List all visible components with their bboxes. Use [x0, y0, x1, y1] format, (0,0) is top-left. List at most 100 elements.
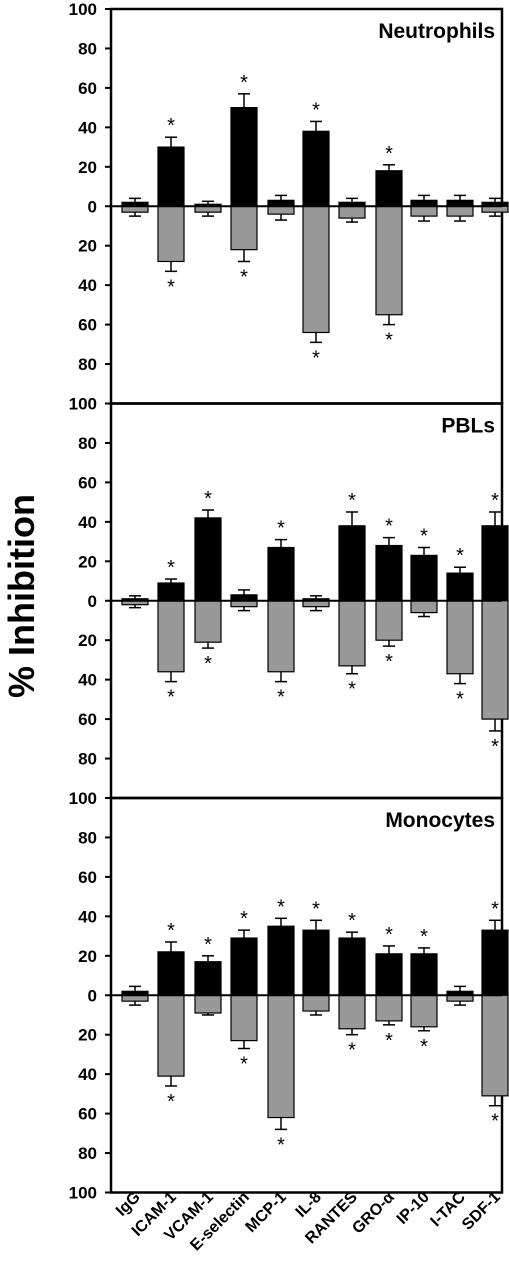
y-tick-label: 20 — [78, 631, 97, 650]
bar-negative — [267, 205, 295, 215]
bar-positive — [157, 146, 185, 207]
bar-positive — [157, 951, 185, 996]
bar-positive — [410, 953, 438, 996]
chart-panels: 100 80 60 40 20 0 20 40 60 80 100 Neutrophils * * * * * *… — [69, 0, 509, 1203]
significance-asterisk: * — [491, 736, 499, 758]
bar-positive — [481, 525, 509, 602]
bar-negative — [410, 994, 438, 1028]
bar-positive — [230, 107, 258, 207]
x-tick-label: IP-10 — [394, 1189, 433, 1228]
y-tick-label: 100 — [69, 0, 97, 19]
y-tick-label: 0 — [88, 986, 97, 1005]
bar-negative — [194, 600, 222, 643]
x-tick-label: SDF-1 — [459, 1189, 504, 1234]
bar-negative — [230, 205, 258, 251]
y-tick-label: 20 — [78, 552, 97, 571]
significance-asterisk: * — [277, 518, 285, 540]
significance-asterisk: * — [385, 651, 393, 673]
bar-positive — [375, 544, 403, 602]
y-tick-label: 20 — [78, 158, 97, 177]
bar-negative — [338, 994, 366, 1030]
bar-negative — [157, 205, 185, 263]
bar-negative — [410, 600, 438, 614]
y-tick-label: 80 — [78, 355, 97, 374]
y-tick-label: 100 — [69, 789, 97, 808]
significance-asterisk: * — [385, 1030, 393, 1052]
y-tick-label: 60 — [78, 316, 97, 335]
y-tick-label: 20 — [78, 1026, 97, 1045]
significance-asterisk: * — [348, 490, 356, 512]
significance-asterisk: * — [167, 920, 175, 942]
bar-negative — [338, 205, 366, 219]
y-tick-label: 60 — [78, 868, 97, 887]
bar-positive — [267, 925, 295, 996]
significance-asterisk: * — [385, 516, 393, 538]
significance-asterisk: * — [204, 653, 212, 675]
panel-title: Neutrophils — [378, 20, 495, 43]
bar-negative — [267, 600, 295, 673]
significance-asterisk: * — [420, 525, 428, 547]
significance-asterisk: * — [420, 1036, 428, 1058]
y-tick-label: 60 — [78, 1105, 97, 1124]
significance-asterisk: * — [312, 99, 320, 121]
y-tick-label: 20 — [78, 947, 97, 966]
significance-asterisk: * — [385, 924, 393, 946]
x-tick-label: GRO-α — [349, 1189, 398, 1238]
bar-negative — [230, 994, 258, 1042]
panel-title: PBLs — [441, 415, 495, 438]
significance-asterisk: * — [240, 1054, 248, 1076]
bar-negative — [302, 205, 330, 334]
significance-asterisk: * — [348, 1040, 356, 1062]
bar-negative — [375, 600, 403, 641]
y-tick-label: 80 — [78, 39, 97, 58]
y-tick-label: 100 — [69, 1184, 97, 1203]
bar-positive — [302, 130, 330, 207]
bar-positive — [338, 937, 366, 996]
y-tick-label: 40 — [78, 276, 97, 295]
y-tick-label: 100 — [69, 395, 97, 414]
bar-negative — [446, 205, 474, 217]
significance-asterisk: * — [348, 679, 356, 701]
bar-negative — [446, 600, 474, 675]
significance-asterisk: * — [240, 908, 248, 930]
significance-asterisk: * — [204, 934, 212, 956]
significance-asterisk: * — [385, 330, 393, 352]
significance-asterisk: * — [277, 896, 285, 918]
y-axis-label: % Inhibition — [1, 494, 42, 698]
y-tick-label: 60 — [78, 79, 97, 98]
bar-negative — [194, 994, 222, 1014]
bar-negative — [481, 600, 509, 720]
significance-asterisk: * — [167, 557, 175, 579]
y-tick-label: 40 — [78, 907, 97, 926]
bar-positive — [302, 929, 330, 996]
significance-asterisk: * — [420, 926, 428, 948]
bar-positive — [375, 170, 403, 207]
y-tick-label: 40 — [78, 671, 97, 690]
bar-negative — [375, 994, 403, 1022]
significance-asterisk: * — [167, 687, 175, 709]
significance-asterisk: * — [240, 266, 248, 288]
bar-negative — [267, 994, 295, 1119]
y-tick-label: 40 — [78, 513, 97, 532]
significance-asterisk: * — [456, 545, 464, 567]
significance-asterisk: * — [167, 1091, 175, 1113]
significance-asterisk: * — [491, 1111, 499, 1133]
bar-negative — [157, 994, 185, 1077]
bar-negative — [410, 205, 438, 217]
significance-asterisk: * — [312, 898, 320, 920]
bar-positive — [230, 937, 258, 996]
y-tick-label: 60 — [78, 473, 97, 492]
bar-positive — [194, 517, 222, 602]
significance-asterisk: * — [167, 115, 175, 137]
y-tick-label: 80 — [78, 1144, 97, 1163]
significance-asterisk: * — [312, 347, 320, 369]
significance-asterisk: * — [491, 490, 499, 512]
panel-2: 80 60 40 20 0 20 40 60 80 100 Monocytes * * * * * * * * * * *… — [69, 796, 509, 1203]
y-tick-label: 0 — [88, 592, 97, 611]
bar-negative — [302, 994, 330, 1012]
significance-asterisk: * — [348, 910, 356, 932]
panel-0: 100 80 60 40 20 0 20 40 60 80 100 Neutrophils * * * * * *… — [69, 0, 509, 414]
y-tick-label: 80 — [78, 750, 97, 769]
